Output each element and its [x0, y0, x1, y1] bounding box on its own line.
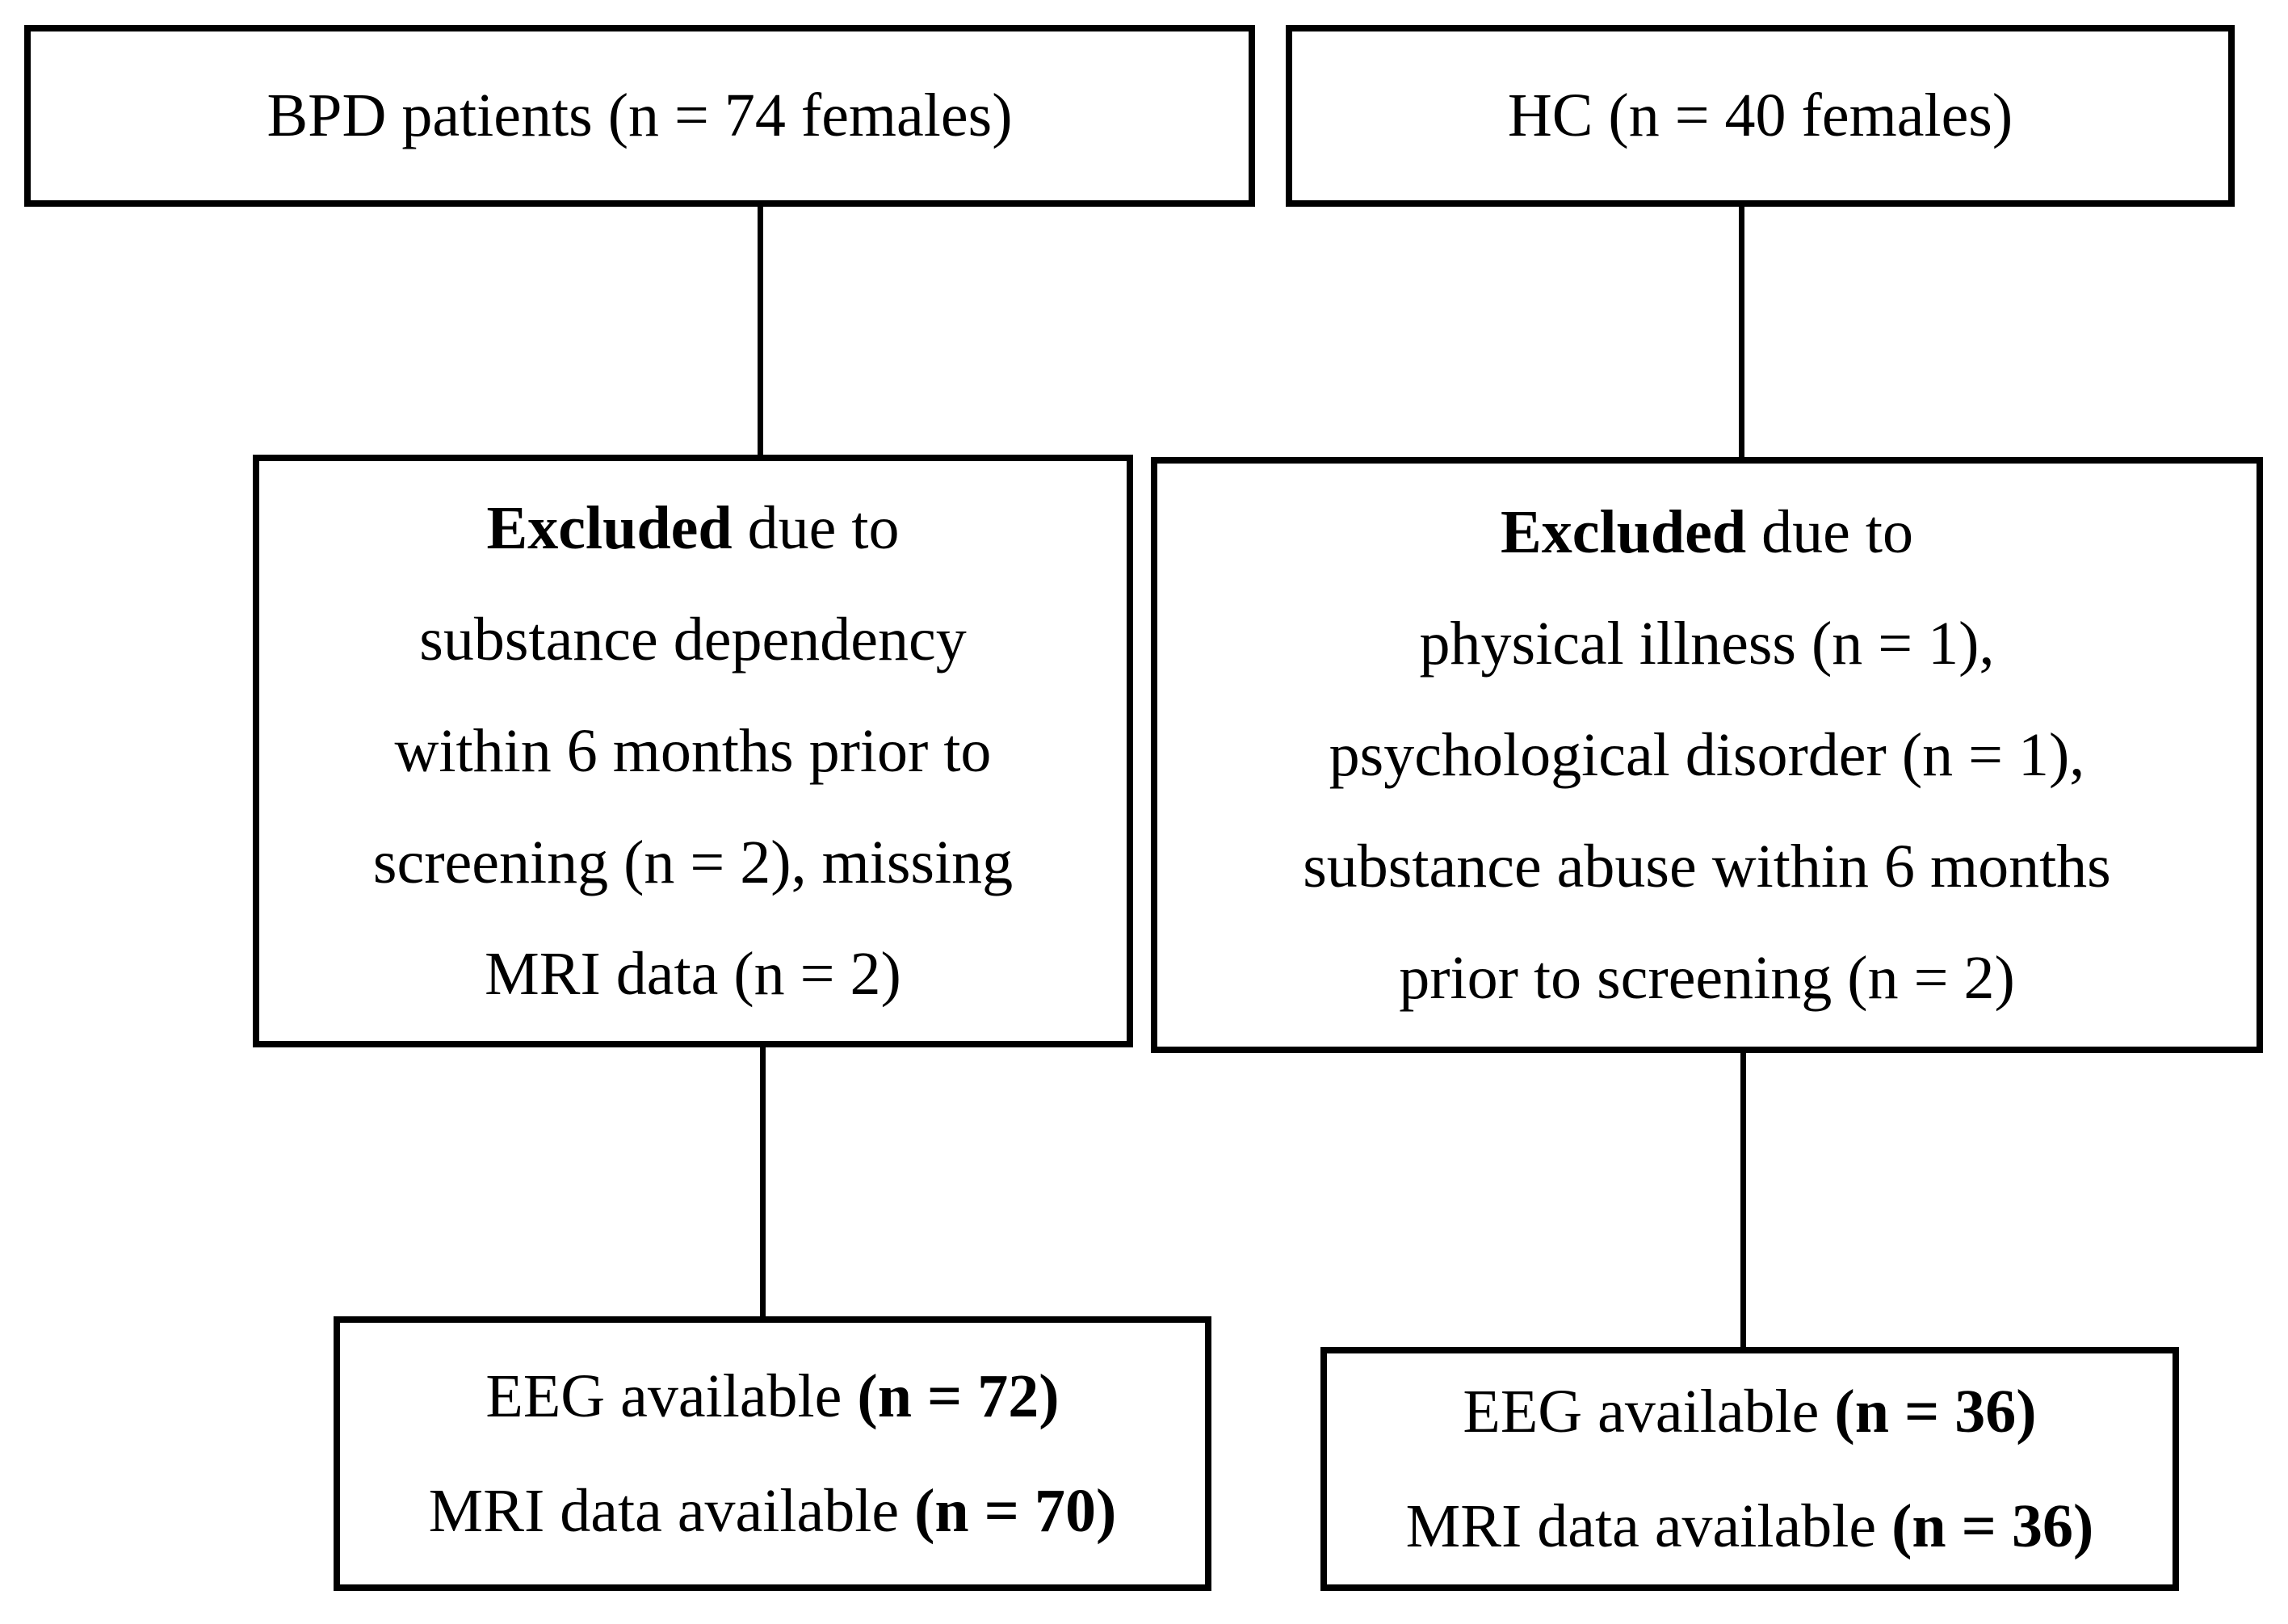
bpd-eeg-available-count: (n = 72)	[857, 1362, 1060, 1430]
bpd-mri-available-line: MRI data available (n = 70)	[429, 1454, 1117, 1568]
hc-excluded-line-1-rest: due to	[1746, 498, 1913, 566]
hc-excluded-line-3: psychological disorder (n = 1),	[1329, 721, 2085, 789]
hc-eeg-available-text: EEG available	[1463, 1378, 1835, 1446]
bpd-mri-available-text: MRI data available	[428, 1477, 915, 1545]
bpd-patients-label: BPD patients (n = 74 females)	[267, 82, 1013, 149]
node-bpd-patients: BPD patients (n = 74 females)	[24, 25, 1255, 207]
hc-mri-available-count: (n = 36)	[1891, 1492, 2094, 1560]
bpd-excluded-line-4: screening (n = 2), missing	[372, 829, 1014, 896]
hc-excluded-bold-word: Excluded	[1501, 498, 1747, 566]
hc-eeg-available-line: EEG available (n = 36)	[1463, 1354, 2036, 1469]
node-hc-excluded: Excluded due to physical illness (n = 1)…	[1151, 457, 2263, 1053]
bpd-excluded-bold-word: Excluded	[486, 494, 733, 562]
connector-bpd-to-excluded	[758, 205, 763, 457]
node-bpd-excluded: Excluded due to substance dependency wit…	[253, 455, 1133, 1047]
connector-excluded-to-bpd-final	[760, 1046, 766, 1319]
bpd-mri-available-count: (n = 70)	[914, 1477, 1117, 1545]
hc-eeg-available-count: (n = 36)	[1834, 1378, 2037, 1446]
bpd-excluded-line-2: substance dependency	[419, 606, 967, 674]
hc-excluded-line-2: physical illness (n = 1),	[1419, 610, 1995, 678]
node-bpd-data-available: EEG available (n = 72) MRI data availabl…	[334, 1316, 1211, 1591]
connector-excluded-to-hc-final	[1740, 1051, 1746, 1349]
bpd-eeg-available-text: EEG available	[485, 1362, 858, 1430]
hc-mri-available-text: MRI data available	[1405, 1492, 1892, 1560]
node-healthy-controls: HC (n = 40 females)	[1286, 25, 2235, 207]
healthy-controls-label: HC (n = 40 females)	[1507, 82, 2013, 149]
hc-mri-available-line: MRI data available (n = 36)	[1406, 1469, 2094, 1584]
node-hc-data-available: EEG available (n = 36) MRI data availabl…	[1320, 1347, 2179, 1591]
bpd-excluded-line-1: Excluded due to	[487, 472, 900, 584]
bpd-excluded-line-3: within 6 months prior to	[394, 717, 992, 785]
hc-excluded-line-4: substance abuse within 6 months	[1303, 833, 2111, 900]
hc-excluded-line-5: prior to screening (n = 2)	[1399, 944, 2015, 1012]
hc-excluded-line-1: Excluded due to	[1501, 476, 1913, 588]
connector-hc-to-excluded	[1739, 205, 1744, 460]
bpd-excluded-line-5: MRI data (n = 2)	[485, 940, 901, 1008]
bpd-excluded-line-1-rest: due to	[732, 494, 900, 562]
bpd-eeg-available-line: EEG available (n = 72)	[485, 1339, 1059, 1454]
